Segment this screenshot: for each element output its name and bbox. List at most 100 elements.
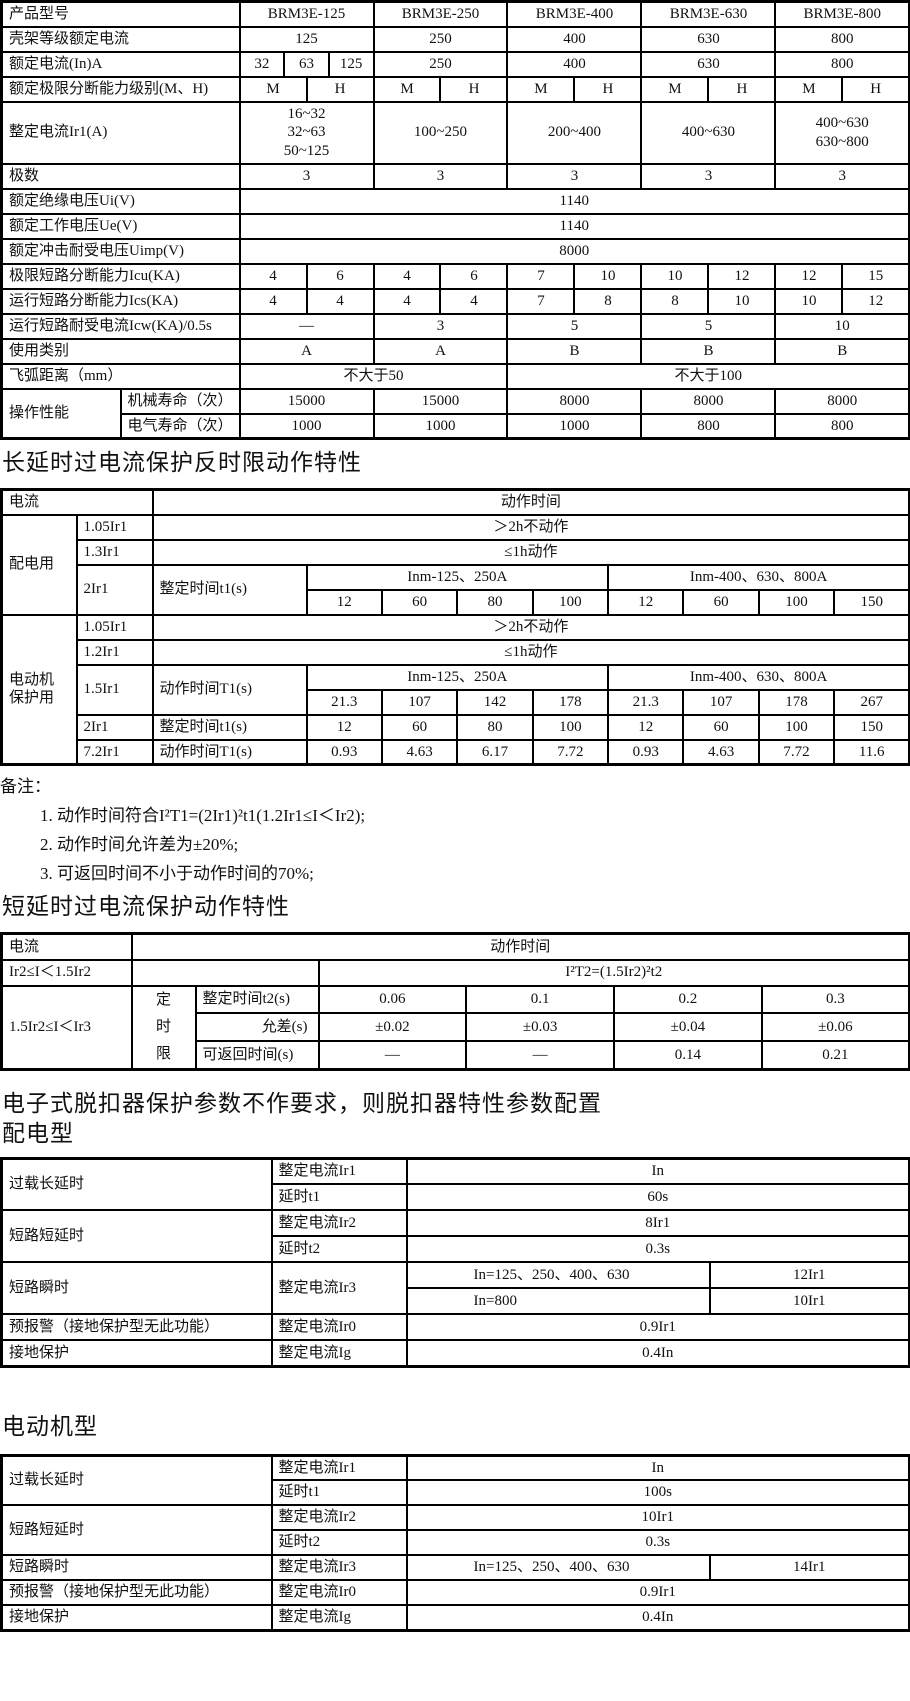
- table-cell: ≤1h动作: [151, 538, 910, 566]
- section-heading-short-delay: 短延时过电流保护动作特性: [2, 894, 290, 919]
- table-cell: M: [774, 75, 844, 103]
- table-cell: 8Ir1: [405, 1209, 910, 1237]
- table-cell: 8: [640, 287, 710, 315]
- table-cell: 0.4In: [405, 1604, 910, 1631]
- distribution-config-table-wrap: 过载长延时 整定电流Ir1 In 延时t1 60s 短路短延时 整定电流Ir2 8Ir1 延时t…: [0, 1156, 910, 1368]
- table-cell: B: [774, 337, 910, 365]
- table-cell: M: [238, 75, 308, 103]
- table-cell: 8000: [774, 387, 910, 415]
- table-cell: 60s: [405, 1183, 910, 1211]
- table-cell: 整定电流Ig: [270, 1604, 408, 1631]
- note-item: 1. 动作时间符合I²T1=(2Ir1)²t1(1.2Ir1≤I＜Ir2);: [40, 806, 366, 825]
- product-spec-table: 产品型号 BRM3E-125 BRM3E-250 BRM3E-400 BRM3E-630…: [0, 0, 910, 440]
- table-cell: Inm-125、250A: [305, 663, 610, 691]
- table-cell: 0.1: [465, 984, 615, 1015]
- table-cell: 60: [682, 588, 760, 616]
- table-cell: 0.3s: [405, 1529, 910, 1556]
- table-cell: 整定电流Ig: [270, 1339, 408, 1367]
- table-cell: In: [405, 1157, 910, 1185]
- table-cell: 机械寿命（次）: [119, 387, 241, 415]
- table-cell: 3: [774, 162, 910, 190]
- table-cell: ±0.03: [465, 1012, 615, 1043]
- table-cell: 1.05Ir1: [75, 513, 154, 541]
- table-cell: H: [305, 75, 375, 103]
- table-cell: 1.5Ir2≤I＜Ir3: [0, 984, 133, 1070]
- table-cell: 125: [327, 50, 375, 78]
- table-cell: 800: [640, 412, 777, 440]
- table-cell: 150: [833, 713, 910, 741]
- table-cell: 142: [456, 688, 534, 716]
- table-cell: 12: [607, 588, 685, 616]
- table-cell: H: [707, 75, 777, 103]
- table-cell: 32: [238, 50, 286, 78]
- table-cell: 4: [372, 287, 442, 315]
- table-cell: 60: [380, 588, 459, 616]
- table-cell: 短路瞬时: [0, 1261, 273, 1315]
- table-cell: 12Ir1: [708, 1261, 910, 1289]
- long-delay-protection-table: 电流 动作时间 配电用 1.05Ir1 ＞2h不动作 1.3Ir1 ≤1h动作 2Ir1 整定时…: [0, 488, 910, 766]
- table-cell: 800: [774, 50, 910, 78]
- table-cell: 150: [833, 588, 910, 616]
- table-cell: 267: [833, 688, 910, 716]
- table-cell: 4: [372, 262, 442, 290]
- table-cell: 0.4In: [405, 1339, 910, 1367]
- table-cell: Inm-125、250A: [305, 563, 610, 591]
- distribution-type-config-table: 过载长延时 整定电流Ir1 In 延时t1 60s 短路短延时 整定电流Ir2 8Ir1 延时t…: [0, 1156, 910, 1368]
- table-cell: 整定电流Ir1(A): [0, 100, 241, 165]
- table-cell: In=125、250、400、630: [405, 1554, 711, 1581]
- table-cell: 1000: [238, 412, 375, 440]
- table-cell: 12: [607, 713, 685, 741]
- table-cell: —: [317, 1040, 468, 1070]
- table-cell: 100: [531, 713, 610, 741]
- table-cell: B: [640, 337, 777, 365]
- table-cell: 10: [573, 262, 643, 290]
- table-cell: B: [506, 337, 643, 365]
- table-cell: 250: [372, 25, 509, 53]
- table-cell: 8000: [640, 387, 777, 415]
- table-cell: 延时t1: [270, 1479, 408, 1506]
- table-cell: 10Ir1: [405, 1504, 910, 1531]
- table-cell: 12: [707, 262, 777, 290]
- table-cell: [130, 958, 320, 987]
- table-cell: 3: [372, 312, 509, 340]
- table-cell: BRM3E-400: [506, 0, 643, 28]
- table-cell: 整定电流Ir1: [270, 1454, 408, 1481]
- table-cell: 额定电流(In)A: [0, 50, 241, 78]
- table-cell: 整定时间t1(s): [151, 563, 308, 616]
- table-cell: ±0.06: [760, 1012, 910, 1043]
- table-cell: 整定时间t1(s): [151, 713, 308, 741]
- table-cell: 7.2Ir1: [75, 738, 154, 766]
- table-cell: 7: [506, 262, 576, 290]
- table-cell: 630: [640, 50, 777, 78]
- table-cell: 额定冲击耐受电压Uimp(V): [0, 237, 241, 265]
- table-cell: 10Ir1: [708, 1287, 910, 1315]
- table-cell: 预报警（接地保护型无此功能）: [0, 1579, 273, 1606]
- table-cell: 整定时间t2(s): [194, 984, 320, 1015]
- table-cell: 1140: [238, 212, 910, 240]
- table-cell: 整定电流Ir3: [270, 1261, 408, 1315]
- short-delay-table-wrap: 电流 动作时间 Ir2≤I＜1.5Ir2 I²T2=(1.5Ir2)²t2 1.5Ir2…: [0, 932, 910, 1071]
- table-cell: 预报警（接地保护型无此功能）: [0, 1313, 273, 1341]
- table-cell: 80: [456, 713, 534, 741]
- table-cell: ±0.04: [613, 1012, 763, 1043]
- table-cell: 107: [682, 688, 760, 716]
- table-cell: 100: [757, 588, 836, 616]
- table-cell: H: [439, 75, 509, 103]
- table-cell: 使用类别: [0, 337, 241, 365]
- table-cell: 1000: [372, 412, 509, 440]
- table-cell: 0.3s: [405, 1235, 910, 1263]
- table-cell: 4: [439, 287, 509, 315]
- table-cell: 配电用: [0, 513, 78, 616]
- table-cell: 200~400: [506, 100, 643, 165]
- table-cell: 电流: [0, 932, 133, 961]
- table-cell: 1.3Ir1: [75, 538, 154, 566]
- table-cell: BRM3E-630: [640, 0, 777, 28]
- table-cell: 12: [774, 262, 844, 290]
- table-cell: A: [238, 337, 375, 365]
- table-cell: 额定工作电压Ue(V): [0, 212, 241, 240]
- short-delay-protection-table: 电流 动作时间 Ir2≤I＜1.5Ir2 I²T2=(1.5Ir2)²t2 1.5Ir2…: [0, 932, 910, 1071]
- table-cell: 0.06: [317, 984, 468, 1015]
- table-cell: 7.72: [531, 738, 610, 766]
- table-cell: 1.2Ir1: [75, 638, 154, 666]
- table-cell: 12: [305, 713, 383, 741]
